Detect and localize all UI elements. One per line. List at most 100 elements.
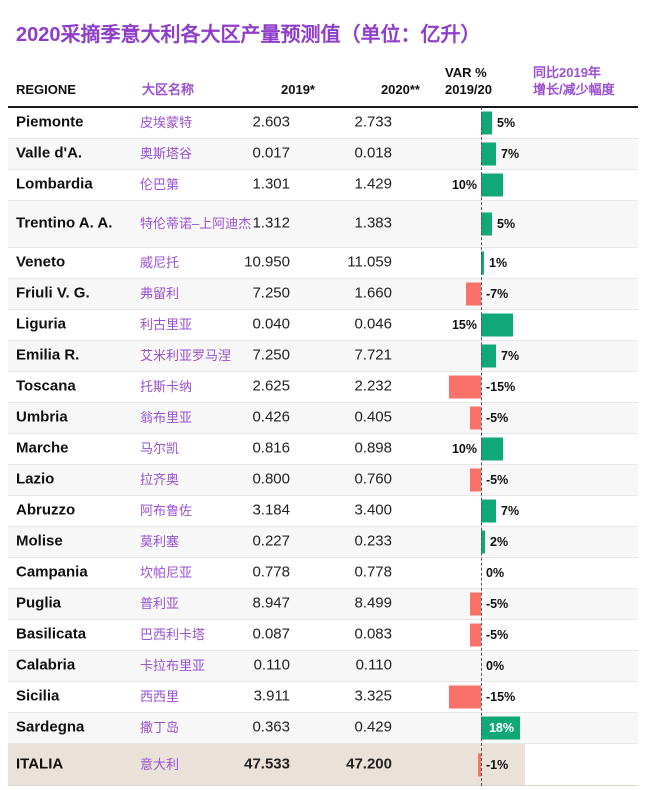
- region-name: Abruzzo: [16, 501, 76, 519]
- positive-var-bar: [481, 499, 496, 523]
- value-2020: 11.059: [347, 253, 392, 271]
- positive-var-bar: [481, 313, 513, 337]
- region-name: Toscana: [16, 377, 76, 395]
- positive-var-bar: [481, 437, 503, 461]
- table-row: Sicilia 西西里 3.911 3.325 -15%: [8, 682, 638, 713]
- region-name-cn: 莫利塞: [140, 533, 180, 549]
- col-header-var-line2: 2019/20: [445, 82, 492, 98]
- table-row: Lombardia 伦巴第 1.301 1.429 10%: [8, 170, 638, 201]
- positive-var-bar: [481, 530, 485, 554]
- region-name: Piemonte: [16, 113, 84, 131]
- positive-var-bar: [481, 142, 496, 166]
- value-2019: 0.110: [253, 656, 290, 674]
- table-row: Trentino A. A. 特伦蒂诺–上阿迪杰 1.312 1.383 5%: [8, 201, 638, 248]
- region-name: Calabria: [16, 656, 76, 674]
- value-2019: 2.625: [252, 377, 290, 395]
- positive-var-bar: [481, 173, 503, 197]
- value-2020: 2.733: [354, 113, 392, 131]
- value-2019: 7.250: [252, 284, 290, 302]
- value-2020: 2.232: [354, 377, 392, 395]
- table-row: Toscana 托斯卡纳 2.625 2.232 -15%: [8, 372, 638, 403]
- positive-var-bar: [481, 251, 484, 275]
- value-2019: 3.911: [253, 687, 290, 705]
- positive-var-bar: [481, 344, 496, 368]
- region-name-cn: 托斯卡纳: [140, 378, 193, 394]
- value-2019: 0.227: [252, 532, 290, 550]
- region-name-cn: 翁布里亚: [140, 409, 193, 425]
- region-name-cn: 皮埃蒙特: [140, 114, 193, 130]
- value-2020: 1.429: [354, 175, 392, 193]
- value-2020: 0.046: [354, 315, 392, 333]
- table-row: Calabria 卡拉布里亚 0.110 0.110 0%: [8, 651, 638, 682]
- region-name: Marche: [16, 439, 69, 457]
- region-name-cn: 弗留利: [140, 285, 180, 301]
- region-name: Veneto: [16, 253, 66, 271]
- value-2019: 7.250: [252, 346, 290, 364]
- var-percent-label: 0%: [486, 659, 505, 673]
- table-row: Valle d'A. 奥斯塔谷 0.017 0.018 7%: [8, 139, 638, 170]
- table-row: Basilicata 巴西利卡塔 0.087 0.083 -5%: [8, 620, 638, 651]
- region-name: Molise: [16, 532, 63, 550]
- var-percent-label: -5%: [486, 628, 509, 642]
- region-name-cn: 利古里亚: [140, 316, 193, 332]
- region-name: Trentino A. A.: [16, 214, 113, 232]
- negative-var-bar: [449, 685, 481, 709]
- region-name: Sardegna: [16, 718, 85, 736]
- region-name-cn: 意大利: [140, 756, 180, 772]
- region-name: Umbria: [16, 408, 68, 426]
- value-2019: 2.603: [252, 113, 290, 131]
- var-percent-label: 2%: [490, 535, 509, 549]
- negative-var-bar: [470, 592, 481, 616]
- region-name: Friuli V. G.: [16, 284, 90, 302]
- value-2020: 7.721: [354, 346, 392, 364]
- table-row: Abruzzo 阿布鲁佐 3.184 3.400 7%: [8, 496, 638, 527]
- region-name-cn: 普利亚: [140, 595, 180, 611]
- value-2019: 0.816: [252, 439, 290, 457]
- var-percent-label: 7%: [501, 504, 520, 518]
- positive-var-bar: [481, 716, 520, 740]
- region-name-cn: 艾米利亚罗马涅: [140, 347, 232, 363]
- negative-var-bar: [449, 375, 481, 399]
- var-percent-label: -5%: [486, 411, 509, 425]
- value-2020: 0.083: [354, 625, 392, 643]
- var-percent-label: 1%: [489, 256, 508, 270]
- var-percent-label: 0%: [486, 566, 505, 580]
- value-2019: 47.533: [244, 755, 290, 773]
- value-2019: 0.363: [252, 718, 290, 736]
- col-header-2019: 2019*: [281, 82, 315, 98]
- col-header-var-line1: VAR %: [445, 65, 487, 81]
- region-name: Campania: [16, 563, 88, 581]
- negative-var-bar: [470, 468, 481, 492]
- table-row: Lazio 拉齐奥 0.800 0.760 -5%: [8, 465, 638, 496]
- col-header-bar-chart: 同比2019年 增长/减少幅度: [533, 65, 615, 99]
- value-2019: 0.087: [252, 625, 290, 643]
- var-percent-label: 7%: [501, 147, 520, 161]
- col-header-2020: 2020**: [380, 82, 420, 98]
- table-row: Liguria 利古里亚 0.040 0.046 15%: [8, 310, 638, 341]
- table-row: Campania 坎帕尼亚 0.778 0.778 0%: [8, 558, 638, 589]
- region-name-cn: 特伦蒂诺–上阿迪杰: [140, 215, 252, 231]
- value-2020: 8.499: [354, 594, 392, 612]
- value-2020: 3.400: [354, 501, 392, 519]
- value-2020: 0.233: [354, 532, 392, 550]
- var-percent-label: -15%: [486, 380, 516, 394]
- region-name-cn: 卡拉布里亚: [140, 657, 206, 673]
- table-row: Emilia R. 艾米利亚罗马涅 7.250 7.721 7%: [8, 341, 638, 372]
- value-2019: 0.426: [252, 408, 290, 426]
- region-name: Basilicata: [16, 625, 87, 643]
- region-name: Lazio: [16, 470, 55, 488]
- var-percent-label: -1%: [486, 757, 509, 772]
- var-percent-label: 10%: [451, 178, 477, 192]
- var-percent-label: -7%: [486, 287, 509, 301]
- region-name-cn: 伦巴第: [140, 176, 180, 192]
- region-name-cn: 阿布鲁佐: [140, 502, 193, 518]
- var-percent-label: 10%: [451, 442, 477, 456]
- value-2020: 0.018: [354, 144, 392, 162]
- value-2020: 0.898: [354, 439, 392, 457]
- var-percent-label: -5%: [486, 473, 509, 487]
- region-name: ITALIA: [16, 755, 64, 773]
- value-2020: 1.660: [354, 284, 392, 302]
- page-title: 2020采摘季意大利各大区产量预测值（单位：亿升）: [16, 24, 481, 46]
- table-row: Sardegna 撒丁岛 0.363 0.429 18%: [8, 713, 638, 744]
